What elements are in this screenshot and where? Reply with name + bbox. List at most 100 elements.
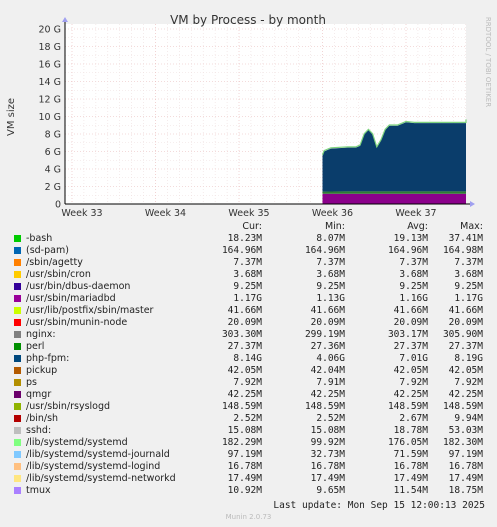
legend-header-min: Min: [324, 221, 345, 232]
legend-max-value: 53.03M [448, 425, 483, 436]
stacked-areas [321, 119, 467, 204]
legend-avg-value: 7.92M [399, 377, 428, 388]
legend-avg-value: 16.78M [393, 461, 428, 472]
legend-cur-value: 303.30M [221, 329, 262, 340]
legend-max-value: 42.25M [448, 389, 483, 400]
grid [65, 24, 466, 204]
legend-max-value: 18.75M [448, 485, 483, 496]
area-series [322, 193, 466, 204]
legend-swatch [14, 367, 21, 374]
legend-cur-value: 42.05M [227, 365, 262, 376]
legend-min-value: 3.68M [316, 269, 345, 280]
legend-min-value: 41.66M [310, 305, 345, 316]
legend-name: /usr/sbin/munin-node [26, 317, 128, 328]
legend-row: /lib/systemd/systemd-logind 16.78M 16.78M 1… [0, 461, 497, 473]
legend-cur-value: 7.92M [233, 377, 262, 388]
legend-cur-value: 9.25M [233, 281, 262, 292]
legend-swatch [14, 463, 21, 470]
legend-min-value: 17.49M [310, 473, 345, 484]
legend-cur-value: 20.09M [227, 317, 262, 328]
legend-max-value: 182.30M [442, 437, 483, 448]
y-tick-label: 10 G [39, 112, 61, 123]
legend-avg-value: 18.78M [393, 425, 428, 436]
legend-name: qmgr [26, 389, 52, 400]
legend-cur-value: 42.25M [227, 389, 262, 400]
legend-max-value: 1.17G [454, 293, 483, 304]
y-tick-label: 16 G [39, 60, 61, 71]
legend-cur-value: 7.37M [233, 257, 262, 268]
chart-area: 0 2 G 4 G 6 G 8 G 10 G 12 G 14 G 16 G 18 G 20 G We… [6, 13, 492, 219]
legend-min-value: 32.73M [310, 449, 345, 460]
legend-max-value: 9.25M [454, 281, 483, 292]
legend-max-value: 148.59M [442, 401, 483, 412]
last-update: Last update: Mon Sep 15 12:00:13 2025 [273, 500, 485, 511]
legend-header-avg: Avg: [407, 221, 428, 232]
legend-avg-value: 176.05M [387, 437, 428, 448]
legend-cur-value: 15.08M [227, 425, 262, 436]
legend-max-value: 7.92M [454, 377, 483, 388]
legend-swatch [14, 307, 21, 314]
legend-row: tmux 10.92M 9.65M 11.54M 18.75M [0, 485, 497, 497]
legend-row: /usr/bin/dbus-daemon 9.25M 9.25M 9.25M 9.25M [0, 281, 497, 293]
legend-swatch [14, 403, 21, 410]
legend-min-value: 8.07M [316, 233, 345, 244]
legend-row: nginx: 303.30M 299.19M 303.17M 305.90M [0, 329, 497, 341]
legend-name: /usr/lib/postfix/sbin/master [26, 305, 154, 316]
legend-min-value: 9.25M [316, 281, 345, 292]
rrdtool-watermark: RRDTOOL / TOBI OETIKER [484, 17, 492, 107]
legend-max-value: 164.98M [442, 245, 483, 256]
legend-row: /usr/lib/postfix/sbin/master 41.66M 41.66M… [0, 305, 497, 317]
y-tick-labels: 0 2 G 4 G 6 G 8 G 10 G 12 G 14 G 16 G 18 G 20 G [39, 25, 61, 211]
legend-swatch [14, 271, 21, 278]
legend-min-value: 15.08M [310, 425, 345, 436]
legend-name: ps [26, 377, 37, 388]
y-tick-label: 14 G [39, 77, 61, 88]
legend-swatch [14, 415, 21, 422]
legend-avg-value: 27.37M [393, 341, 428, 352]
legend-row: /lib/systemd/systemd 182.29M 99.92M 176.05M… [0, 437, 497, 449]
legend-avg-value: 164.96M [387, 245, 428, 256]
chart-title: VM by Process - by month [170, 13, 326, 27]
y-tick-label: 20 G [39, 25, 61, 36]
legend-avg-value: 3.68M [399, 269, 428, 280]
legend-row: /usr/sbin/rsyslogd 148.59M 148.59M 148.59M 1… [0, 401, 497, 413]
legend-name: /sbin/agetty [26, 257, 83, 268]
legend-swatch [14, 331, 21, 338]
legend-min-value: 164.96M [304, 245, 345, 256]
legend-row: qmgr 42.25M 42.25M 42.25M 42.25M [0, 389, 497, 401]
legend-avg-value: 7.01G [399, 353, 428, 364]
area-series [322, 191, 466, 194]
legend-row: sshd: 15.08M 15.08M 18.78M 53.03M [0, 425, 497, 437]
legend-name: /usr/sbin/cron [26, 269, 91, 280]
legend-cur-value: 18.23M [227, 233, 262, 244]
legend-row: /lib/systemd/systemd-networkd 17.49M 17.49… [0, 473, 497, 485]
legend-min-value: 9.65M [316, 485, 345, 496]
legend-name: /usr/sbin/mariadbd [26, 293, 116, 304]
legend-row: ps 7.92M 7.91M 7.92M 7.92M [0, 377, 497, 389]
legend-row: /usr/sbin/munin-node 20.09M 20.09M 20.09M 20… [0, 317, 497, 329]
x-tick-label: Week 35 [228, 208, 269, 219]
legend-name: pickup [26, 365, 58, 376]
legend-swatch [14, 343, 21, 350]
legend-swatch [14, 319, 21, 326]
legend-swatch [14, 475, 21, 482]
y-axis-label: VM size [6, 98, 17, 136]
legend-min-value: 42.04M [310, 365, 345, 376]
legend-swatch [14, 295, 21, 302]
legend-row: /bin/sh 2.52M 2.52M 2.67M 9.94M [0, 413, 497, 425]
legend-name: perl [26, 341, 45, 352]
legend-swatch [14, 355, 21, 362]
legend-min-value: 1.13G [316, 293, 345, 304]
y-tick-label: 12 G [39, 95, 61, 106]
legend-cur-value: 41.66M [227, 305, 262, 316]
legend-min-value: 20.09M [310, 317, 345, 328]
legend-cur-value: 148.59M [221, 401, 262, 412]
legend-avg-value: 9.25M [399, 281, 428, 292]
x-tick-label: Week 33 [61, 208, 102, 219]
legend-max-value: 305.90M [442, 329, 483, 340]
y-tick-label: 8 G [45, 130, 61, 141]
legend-swatch [14, 487, 21, 494]
legend-name: tmux [26, 485, 51, 496]
legend-max-value: 7.37M [454, 257, 483, 268]
legend-cur-value: 8.14G [233, 353, 262, 364]
